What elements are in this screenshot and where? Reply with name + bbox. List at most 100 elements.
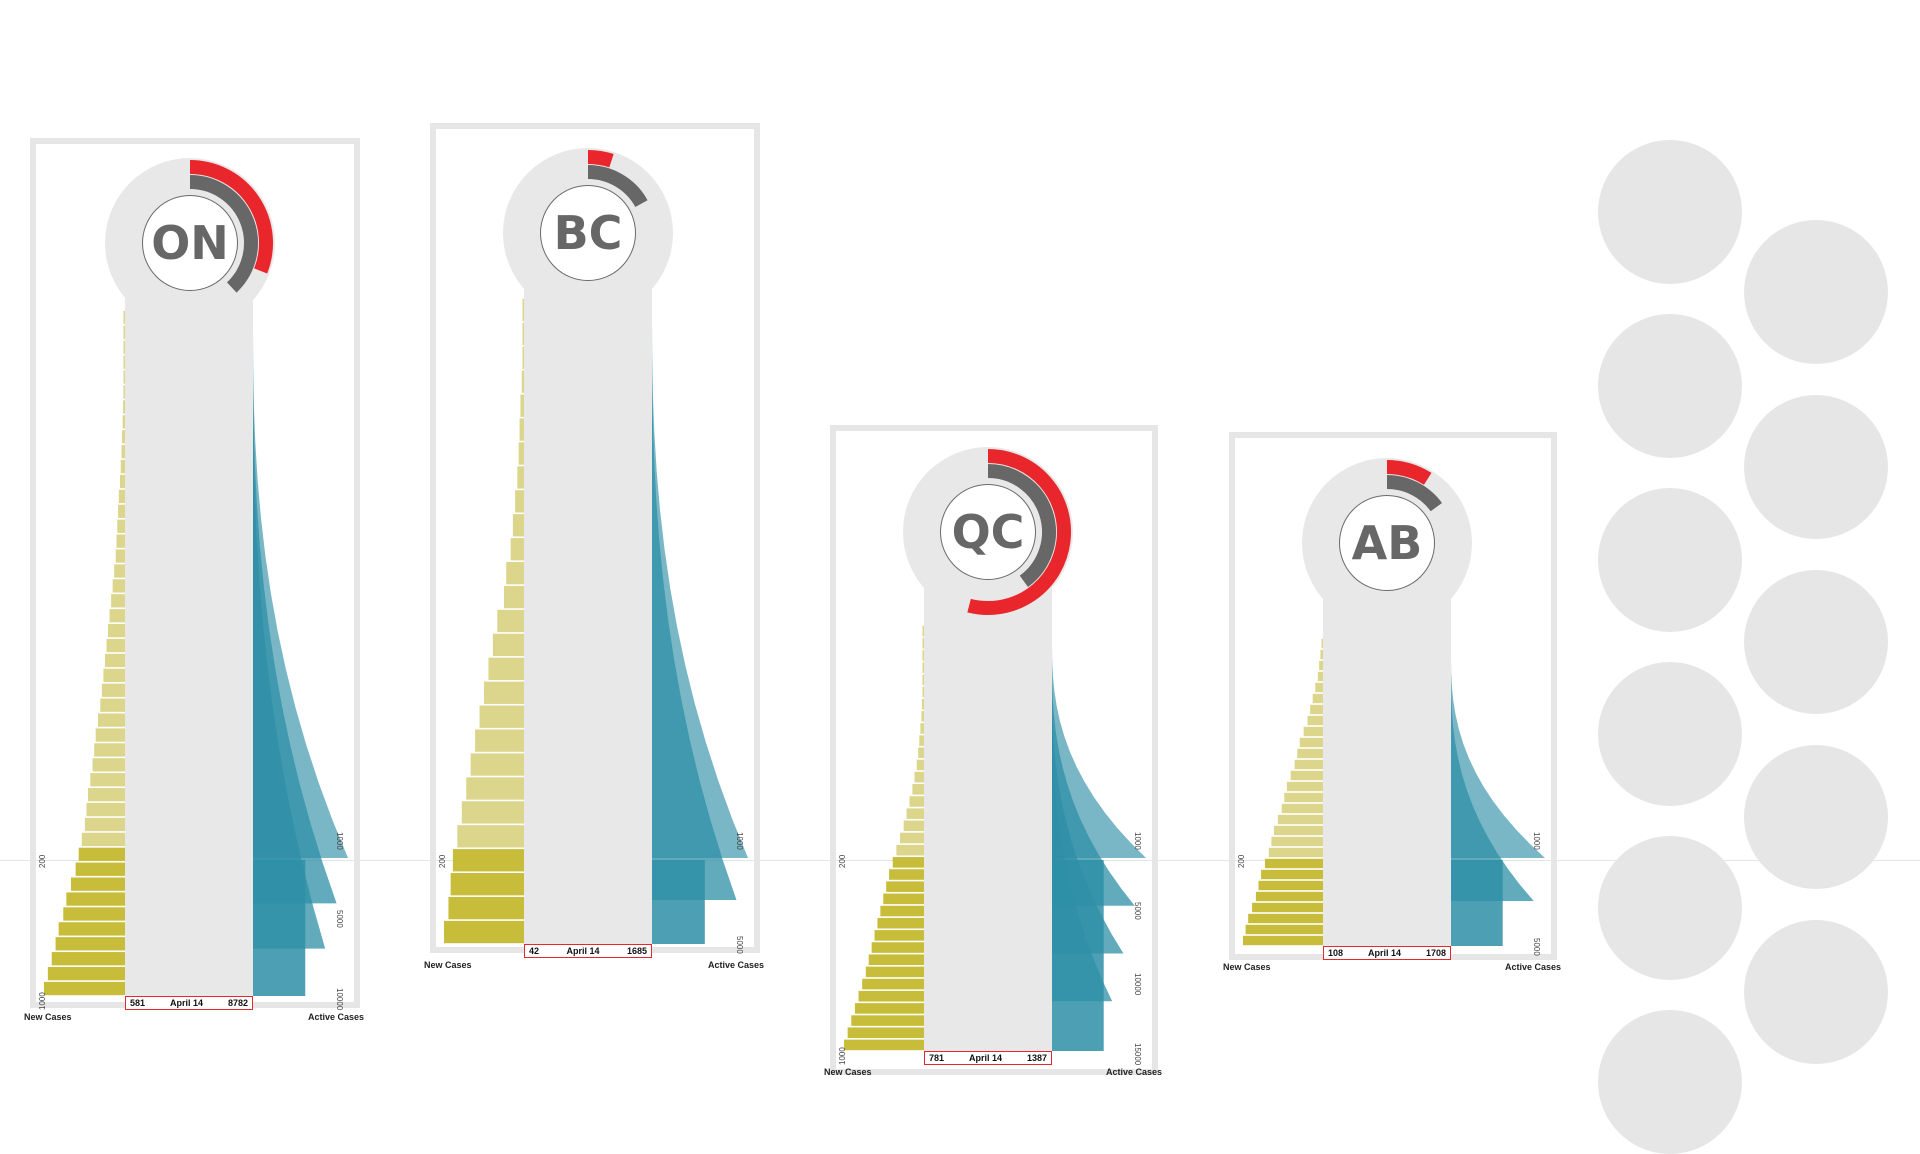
new-cases-axis-title: New Cases [1223, 962, 1271, 972]
active-ratio-arc [967, 449, 1071, 615]
new-cases-bar [868, 954, 924, 965]
region-badge: BC [540, 185, 636, 281]
active-ratio-arc [1386, 460, 1432, 485]
new-cases-bar [922, 637, 924, 649]
region-code: ON [151, 216, 229, 270]
new-cases-bar [111, 594, 125, 608]
active-cases-area [253, 860, 306, 996]
new-cases-bar [912, 784, 924, 795]
new-cases-value: 781 [929, 1053, 945, 1063]
region-code: QC [951, 505, 1025, 559]
progress-ring [967, 449, 1071, 615]
new-cases-bar [900, 832, 924, 844]
active-cases-axis-title: Active Cases [708, 960, 765, 970]
new-cases-bar [448, 896, 524, 920]
placeholder-circle [1598, 1010, 1742, 1154]
placeholder-circle [1744, 220, 1888, 364]
new-cases-bar [512, 514, 524, 537]
new-cases-bar [1317, 671, 1323, 682]
new-cases-bar [86, 802, 125, 817]
new-cases-bar [1319, 660, 1323, 671]
case-chart [44, 310, 348, 996]
active-cases-axis-title: Active Cases [1106, 1067, 1163, 1077]
new-cases-bar [1258, 880, 1323, 891]
new-cases-bar [497, 609, 524, 633]
active-cases-area [652, 338, 737, 900]
active-cases-area [1451, 860, 1503, 946]
panel-frame [830, 425, 1158, 1075]
new-cases-bar [118, 504, 125, 518]
placeholder-circle [1598, 662, 1742, 806]
new-cases-bar [510, 538, 524, 561]
date-label: April 14 [968, 1053, 1002, 1063]
placeholder-circle [1744, 745, 1888, 889]
new-cases-bar [71, 877, 125, 891]
region-badge: QC [940, 484, 1036, 580]
new-cases-bar [922, 662, 924, 673]
active-ratio-arc [189, 160, 273, 274]
new-ratio-arc [987, 464, 1056, 588]
new-cases-bar [492, 633, 524, 657]
new-cases-bar [87, 788, 125, 802]
new-cases-value: 108 [1328, 948, 1344, 958]
new-cases-bar [450, 873, 524, 896]
new-cases-bar [862, 978, 924, 990]
placeholder-circle [1598, 314, 1742, 458]
new-cases-bar [461, 801, 524, 824]
new-cases-bar [90, 773, 125, 787]
new-cases-bar [1277, 814, 1323, 825]
new-cases-bar [522, 346, 524, 369]
active-cases-area [652, 860, 705, 944]
new-cases-bar [123, 325, 125, 340]
placeholder-circle [1744, 570, 1888, 714]
new-cases-bar [522, 298, 524, 322]
new-cases-bar [1303, 726, 1323, 737]
new-cases-bar [518, 442, 524, 465]
new-cases-bar [1315, 682, 1323, 693]
new-cases-bar [122, 430, 125, 444]
new-cases-bar [854, 1003, 924, 1014]
new-ratio-arc [189, 175, 258, 293]
new-cases-bar [896, 844, 924, 856]
new-cases-bar [123, 355, 125, 369]
active-cases-area [1451, 658, 1545, 858]
new-cases-bar [880, 905, 924, 917]
new-cases-bar [865, 966, 924, 978]
active-cases-axis-title: Active Cases [308, 1012, 365, 1022]
new-cases-bar [1310, 704, 1323, 715]
new-cases-bar [922, 650, 924, 661]
new-cases-bar [922, 625, 924, 637]
chart-column [125, 270, 253, 1010]
new-cases-bar [1312, 693, 1323, 704]
new-cases-bar [871, 942, 924, 953]
region-code: BC [553, 206, 623, 260]
new-cases-bar [918, 747, 924, 759]
new-cases-bar [118, 489, 125, 504]
new-cases-bar [106, 638, 125, 653]
new-cases-bar [123, 385, 125, 399]
right-tick: 1000 [1532, 832, 1541, 850]
new-cases-bar [921, 698, 924, 710]
new-cases-bar [1264, 858, 1323, 869]
new-cases-bar [922, 674, 924, 686]
new-cases-bar [452, 849, 524, 872]
new-cases-bar [922, 686, 924, 698]
new-cases-bar [517, 466, 524, 489]
new-cases-bar [909, 796, 924, 807]
progress-ring [1386, 460, 1443, 512]
new-cases-bar [100, 698, 125, 712]
new-cases-bar [117, 519, 125, 533]
case-chart [844, 625, 1146, 1051]
value-box: 42 April 14 1685 [524, 944, 652, 958]
new-cases-bar [1273, 825, 1323, 836]
new-cases-bar [112, 579, 125, 593]
placeholder-circle [1598, 836, 1742, 980]
new-cases-bar [51, 952, 125, 966]
date-label: April 14 [1367, 948, 1401, 958]
new-cases-bar [1268, 847, 1323, 858]
new-cases-bar [58, 922, 125, 936]
new-cases-bar [1245, 924, 1323, 935]
new-cases-bar [78, 847, 125, 861]
new-cases-bar [851, 1015, 924, 1026]
new-cases-bar [488, 657, 524, 681]
